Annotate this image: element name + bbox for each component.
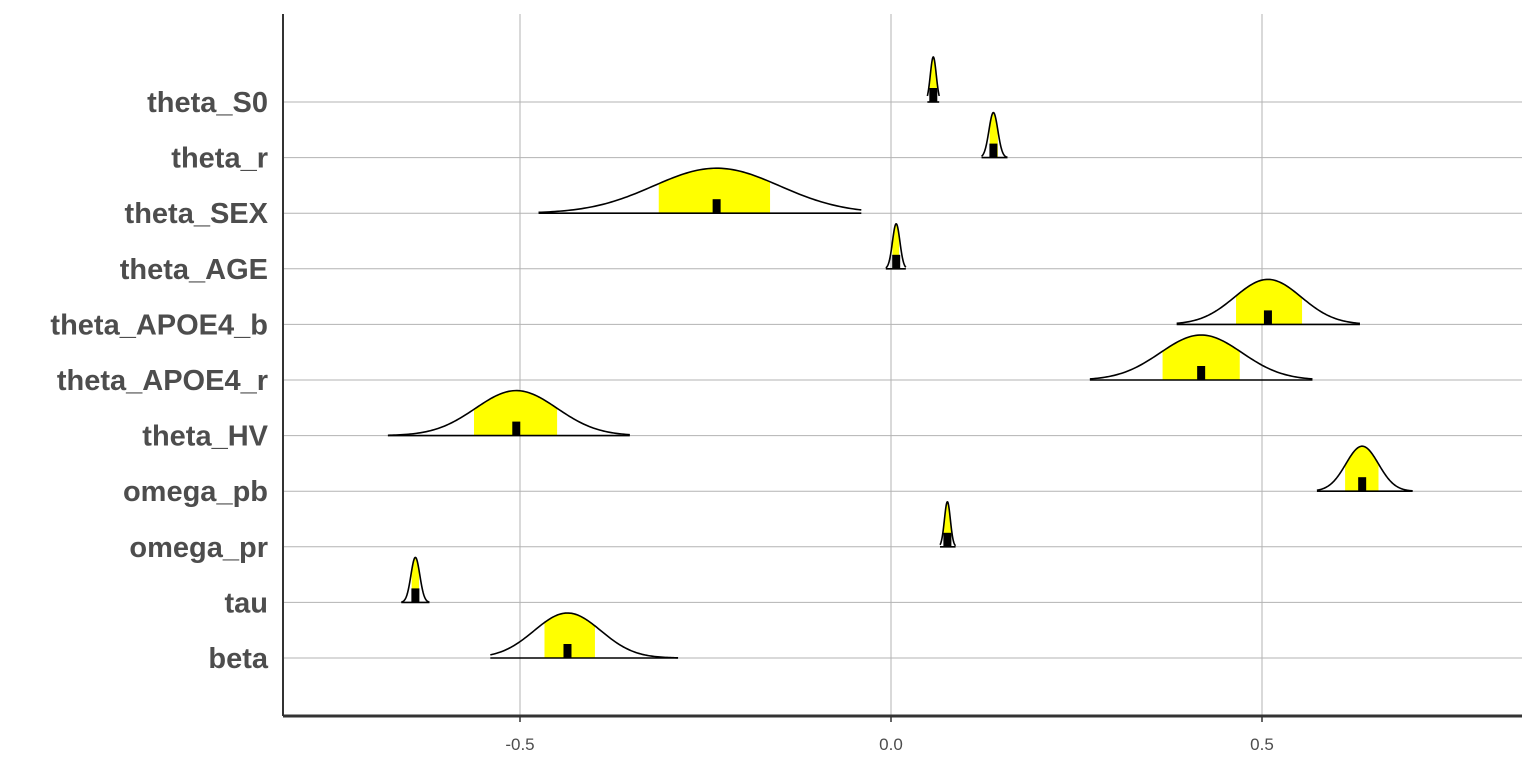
density-theta_SEX bbox=[538, 167, 862, 214]
median-marker-theta_HV bbox=[512, 421, 521, 436]
y-label-theta_APOE4_r: theta_APOE4_r bbox=[57, 365, 268, 397]
density-outline-theta_S0 bbox=[926, 56, 941, 97]
density-outline-theta_SEX bbox=[538, 167, 862, 214]
density-outline-theta_AGE bbox=[885, 222, 907, 269]
density-ridges bbox=[387, 56, 1413, 659]
density-outline-omega_pr bbox=[939, 500, 957, 547]
median-marker-theta_AGE bbox=[892, 254, 901, 269]
y-label-theta_HV: theta_HV bbox=[142, 421, 268, 453]
interval-fill-omega_pb bbox=[1345, 446, 1379, 492]
y-label-theta_AGE: theta_AGE bbox=[120, 254, 268, 286]
interval-fill-theta_APOE4_b bbox=[1236, 279, 1303, 325]
x-tick-label-2: 0.5 bbox=[1250, 735, 1274, 754]
interval-fill-theta_APOE4_r bbox=[1162, 335, 1240, 380]
y-label-tau: tau bbox=[225, 587, 269, 619]
density-tau bbox=[401, 556, 430, 604]
y-label-beta: beta bbox=[208, 643, 269, 675]
median-marker-theta_APOE4_b bbox=[1263, 310, 1272, 325]
y-label-theta_SEX: theta_SEX bbox=[125, 198, 269, 230]
density-theta_r bbox=[981, 111, 1008, 159]
y-axis-labels: theta_S0 theta_r theta_SEX theta_AGE theta_A… bbox=[50, 87, 268, 675]
density-outline-omega_pb bbox=[1316, 445, 1413, 492]
density-theta_HV bbox=[387, 389, 630, 437]
median-marker-theta_S0 bbox=[929, 88, 938, 102]
median-marker-theta_SEX bbox=[712, 199, 721, 214]
density-outline-theta_APOE4_r bbox=[1089, 334, 1313, 380]
median-marker-theta_r bbox=[989, 143, 998, 158]
horizontal-gridlines bbox=[283, 101, 1522, 659]
density-outline-theta_HV bbox=[387, 389, 630, 437]
median-marker-beta bbox=[563, 644, 572, 658]
median-marker-tau bbox=[411, 588, 420, 603]
y-label-theta_APOE4_b: theta_APOE4_b bbox=[50, 309, 268, 341]
density-theta_APOE4_r bbox=[1089, 334, 1313, 381]
y-label-theta_S0: theta_S0 bbox=[147, 87, 268, 119]
density-theta_APOE4_b bbox=[1176, 278, 1361, 326]
density-theta_AGE bbox=[885, 222, 907, 270]
x-tick-label-1: 0.0 bbox=[879, 735, 903, 754]
density-theta_S0 bbox=[926, 56, 941, 103]
density-outline-tau bbox=[401, 556, 430, 603]
median-marker-omega_pb bbox=[1358, 477, 1367, 492]
vertical-gridlines bbox=[519, 14, 1263, 716]
x-axis-ticks: -0.5 0.0 0.5 bbox=[505, 716, 1274, 754]
interval-fill-theta_HV bbox=[473, 390, 558, 436]
y-label-theta_r: theta_r bbox=[171, 143, 268, 175]
median-marker-omega_pr bbox=[943, 532, 952, 547]
y-label-omega_pr: omega_pr bbox=[129, 532, 268, 564]
density-outline-beta bbox=[490, 612, 679, 659]
density-outline-theta_APOE4_b bbox=[1176, 278, 1361, 325]
x-tick-label-0: -0.5 bbox=[505, 735, 534, 754]
density-outline-theta_r bbox=[981, 111, 1008, 159]
y-label-omega_pb: omega_pb bbox=[123, 476, 268, 508]
median-marker-theta_APOE4_r bbox=[1197, 366, 1206, 380]
density-omega_pb bbox=[1316, 445, 1413, 493]
interval-fill-theta_SEX bbox=[658, 168, 771, 214]
density-beta bbox=[490, 612, 679, 659]
interval-fill-beta bbox=[544, 613, 595, 658]
density-omega_pr bbox=[939, 500, 957, 548]
